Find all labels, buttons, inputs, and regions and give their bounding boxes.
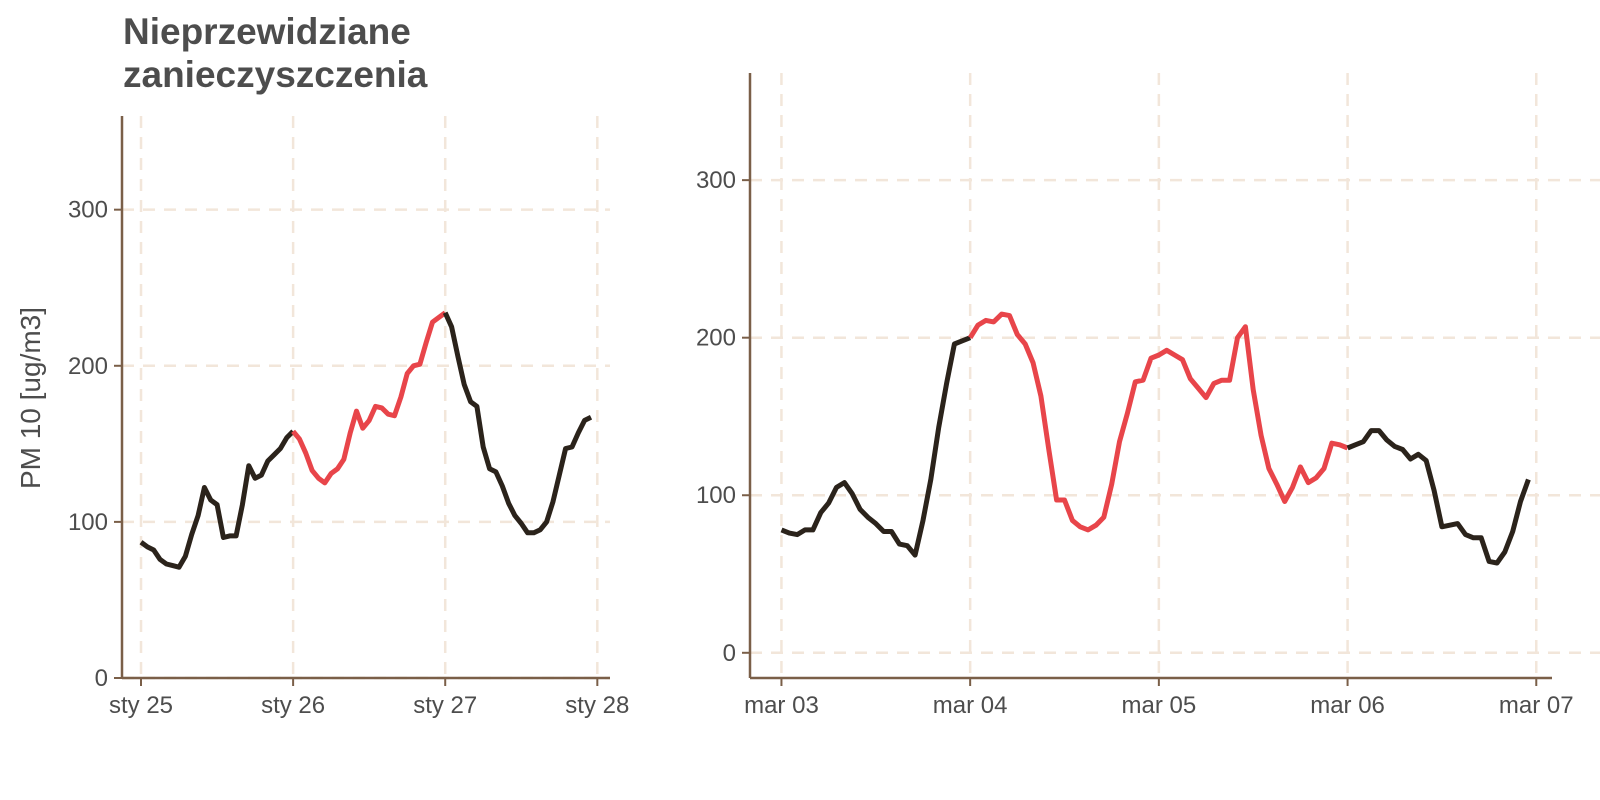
chart-title: Nieprzewidziane zanieczyszczenia bbox=[123, 10, 427, 96]
y-tick-label: 200 bbox=[696, 325, 736, 352]
series-line-exceed-1 bbox=[968, 311, 1349, 533]
y-tick-label: 300 bbox=[696, 167, 736, 194]
x-tick-label: mar 05 bbox=[1122, 692, 1197, 719]
chart-title-line-2: zanieczyszczenia bbox=[123, 54, 428, 95]
x-tick-label: sty 25 bbox=[109, 692, 173, 719]
chart-panel-january: 0 100 200 300 sty 25 sty 26 sty 27 sty 28 bbox=[68, 116, 629, 719]
y-tick-label: 100 bbox=[68, 509, 108, 536]
y-tick-label: 100 bbox=[696, 482, 736, 509]
y-tick-label: 200 bbox=[68, 353, 108, 380]
x-tick-label: sty 26 bbox=[261, 692, 325, 719]
y-tick-label: 0 bbox=[95, 665, 108, 692]
series-line-normal-2 bbox=[442, 311, 593, 536]
series-line-exceed-1 bbox=[291, 310, 447, 486]
x-tick-label: sty 28 bbox=[565, 692, 629, 719]
series-line-normal-2 bbox=[1346, 428, 1531, 566]
x-tick-label: mar 04 bbox=[933, 692, 1008, 719]
x-tick-label: mar 07 bbox=[1499, 692, 1574, 719]
y-tick-label: 300 bbox=[68, 197, 108, 224]
x-tick-label: sty 27 bbox=[413, 692, 477, 719]
chart-title-line-1: Nieprzewidziane bbox=[123, 11, 411, 52]
chart-panel-march: 0 100 200 300 mar 03 mar 04 mar 05 mar 06 mar 07 bbox=[696, 73, 1600, 719]
y-axis-label: PM 10 [ug/m3] bbox=[15, 307, 46, 489]
series-line-normal-0 bbox=[780, 335, 972, 558]
x-tick-label: mar 06 bbox=[1310, 692, 1385, 719]
y-tick-label: 0 bbox=[723, 640, 736, 667]
series-line-normal-0 bbox=[139, 429, 295, 570]
x-tick-label: mar 03 bbox=[744, 692, 819, 719]
